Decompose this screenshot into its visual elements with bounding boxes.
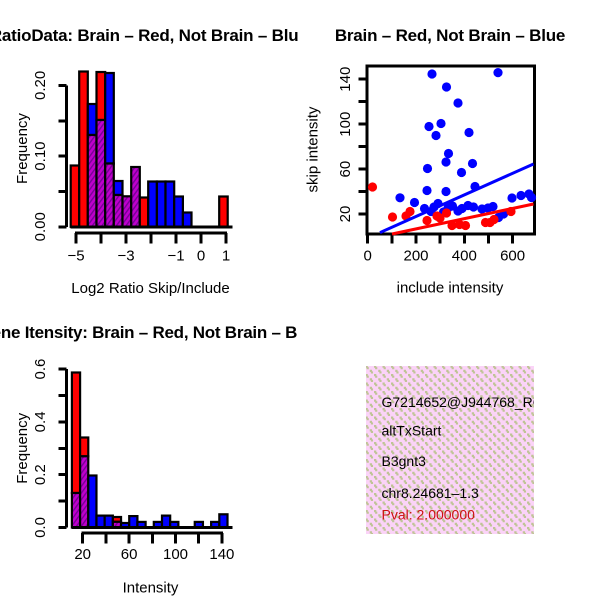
svg-text:−1: −1 bbox=[167, 248, 184, 265]
svg-text:altTxStart: altTxStart bbox=[382, 423, 442, 439]
svg-text:0.10: 0.10 bbox=[32, 141, 49, 170]
svg-text:60: 60 bbox=[337, 161, 354, 178]
svg-text:−3: −3 bbox=[117, 248, 134, 265]
svg-text:60: 60 bbox=[121, 546, 138, 563]
svg-text:20: 20 bbox=[337, 206, 354, 223]
svg-text:140: 140 bbox=[209, 546, 234, 563]
svg-text:0.20: 0.20 bbox=[32, 71, 49, 100]
svg-text:100: 100 bbox=[163, 546, 188, 563]
svg-text:20: 20 bbox=[74, 546, 91, 563]
svg-text:0: 0 bbox=[197, 248, 205, 265]
svg-text:Pval: 2.000000: Pval: 2.000000 bbox=[382, 506, 476, 522]
svg-text:100: 100 bbox=[337, 112, 354, 137]
svg-text:0: 0 bbox=[364, 248, 372, 265]
svg-text:200: 200 bbox=[403, 248, 428, 265]
svg-text:Intensity: Intensity bbox=[123, 580, 179, 597]
svg-text:skip intensity: skip intensity bbox=[305, 106, 322, 192]
svg-text:G7214652@J944768_RC1: G7214652@J944768_RC1 bbox=[382, 394, 551, 410]
svg-text:Brain – Red, Not Brain – Blue: Brain – Red, Not Brain – Blue bbox=[335, 26, 565, 45]
svg-text:RatioData: Brain – Red, Not Br: RatioData: Brain – Red, Not Brain – Blue bbox=[0, 26, 308, 45]
svg-text:1: 1 bbox=[222, 248, 230, 265]
svg-text:Frequency: Frequency bbox=[14, 113, 31, 184]
svg-text:chr8.24681–1.3: chr8.24681–1.3 bbox=[382, 485, 480, 501]
svg-text:include intensity: include intensity bbox=[397, 280, 504, 297]
svg-text:0.2: 0.2 bbox=[32, 464, 49, 485]
svg-text:Log2 Ratio Skip/Include: Log2 Ratio Skip/Include bbox=[71, 280, 229, 297]
svg-text:0.0: 0.0 bbox=[32, 517, 49, 538]
svg-text:Frequency: Frequency bbox=[14, 412, 31, 483]
svg-text:0.4: 0.4 bbox=[32, 411, 49, 432]
svg-text:B3gnt3: B3gnt3 bbox=[382, 453, 427, 469]
svg-text:0.6: 0.6 bbox=[32, 359, 49, 380]
svg-text:−5: −5 bbox=[67, 248, 84, 265]
svg-text:140: 140 bbox=[337, 67, 354, 92]
svg-text:0.00: 0.00 bbox=[32, 212, 49, 241]
svg-text:Gene Itensity: Brain – Red, No: Gene Itensity: Brain – Red, Not Brain – … bbox=[0, 323, 321, 342]
svg-text:600: 600 bbox=[500, 248, 525, 265]
svg-text:400: 400 bbox=[452, 248, 477, 265]
